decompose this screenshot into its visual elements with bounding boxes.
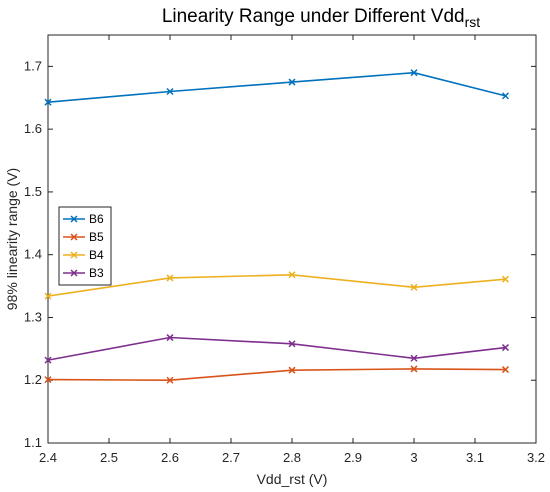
series-b6: [44, 69, 510, 106]
legend-label: B5: [89, 230, 104, 244]
legend-item: B5: [63, 230, 104, 244]
data-point: [166, 274, 174, 282]
data-point: [44, 376, 52, 384]
title-subscript: rst: [465, 14, 481, 30]
y-tick-label: 1.1: [24, 435, 42, 450]
legend: B6 B5 B4 B3: [58, 206, 112, 286]
series-b5: [44, 365, 510, 384]
legend-label: B4: [89, 248, 104, 262]
data-point: [44, 356, 52, 364]
x-axis: 2.4 2.5 2.6 2.7 2.8 2.9 3 3.1 3.2: [39, 35, 545, 465]
x-tick-label: 2.6: [161, 450, 179, 465]
series-b4: [44, 271, 510, 300]
data-point: [166, 376, 174, 384]
legend-label: B3: [89, 266, 104, 280]
data-point: [288, 366, 296, 374]
series-b3: [44, 334, 510, 364]
y-tick-label: 1.3: [24, 309, 42, 324]
x-tick-label: 2.4: [39, 450, 57, 465]
data-point: [288, 78, 296, 86]
data-point: [166, 334, 174, 342]
plot-area-frame: [47, 34, 537, 444]
svg-text:Linearity Range under Differen: Linearity Range under Different Vddrst: [162, 6, 480, 30]
data-point: [288, 271, 296, 279]
data-point: [44, 292, 52, 300]
title-main: Linearity Range under Different Vdd: [162, 6, 465, 27]
y-tick-label: 1.7: [24, 58, 42, 73]
legend-marker: [70, 251, 78, 259]
x-tick-label: 2.5: [100, 450, 118, 465]
y-tick-label: 1.5: [24, 184, 42, 199]
x-tick-label: 2.9: [344, 450, 362, 465]
x-tick-label: 2.8: [283, 450, 301, 465]
title: Linearity Range under Different Vddrst: [162, 6, 480, 30]
y-axis-label: 98% linearity range (V): [4, 168, 20, 310]
legend-label: B6: [89, 212, 104, 226]
data-point: [44, 98, 52, 106]
y-tick-label: 1.6: [24, 121, 42, 136]
data-point: [288, 340, 296, 348]
x-tick-label: 3.1: [466, 450, 484, 465]
x-tick-label: 3.2: [527, 450, 545, 465]
data-point: [410, 69, 418, 77]
legend-item: B3: [63, 266, 104, 280]
data-point: [410, 283, 418, 291]
data-point: [501, 275, 510, 283]
legend-item: B6: [63, 212, 104, 226]
data-point: [501, 92, 510, 100]
x-tick-label: 3: [410, 450, 417, 465]
data-point: [410, 365, 418, 373]
legend-item: B4: [63, 248, 104, 262]
y-tick-label: 1.2: [24, 372, 42, 387]
x-axis-label: Vdd_rst (V): [257, 471, 328, 487]
data-point: [501, 366, 510, 374]
y-tick-label: 1.4: [24, 247, 42, 262]
data-point: [501, 344, 510, 352]
legend-box: [58, 206, 112, 286]
data-point: [410, 354, 418, 362]
series-layer: [44, 69, 510, 384]
y-axis: 1.1 1.2 1.3 1.4 1.5 1.6 1.7: [24, 58, 536, 450]
x-tick-label: 2.7: [222, 450, 240, 465]
data-point: [166, 87, 174, 96]
legend-marker: [70, 215, 78, 223]
legend-marker: [70, 233, 78, 241]
legend-marker: [70, 269, 78, 277]
